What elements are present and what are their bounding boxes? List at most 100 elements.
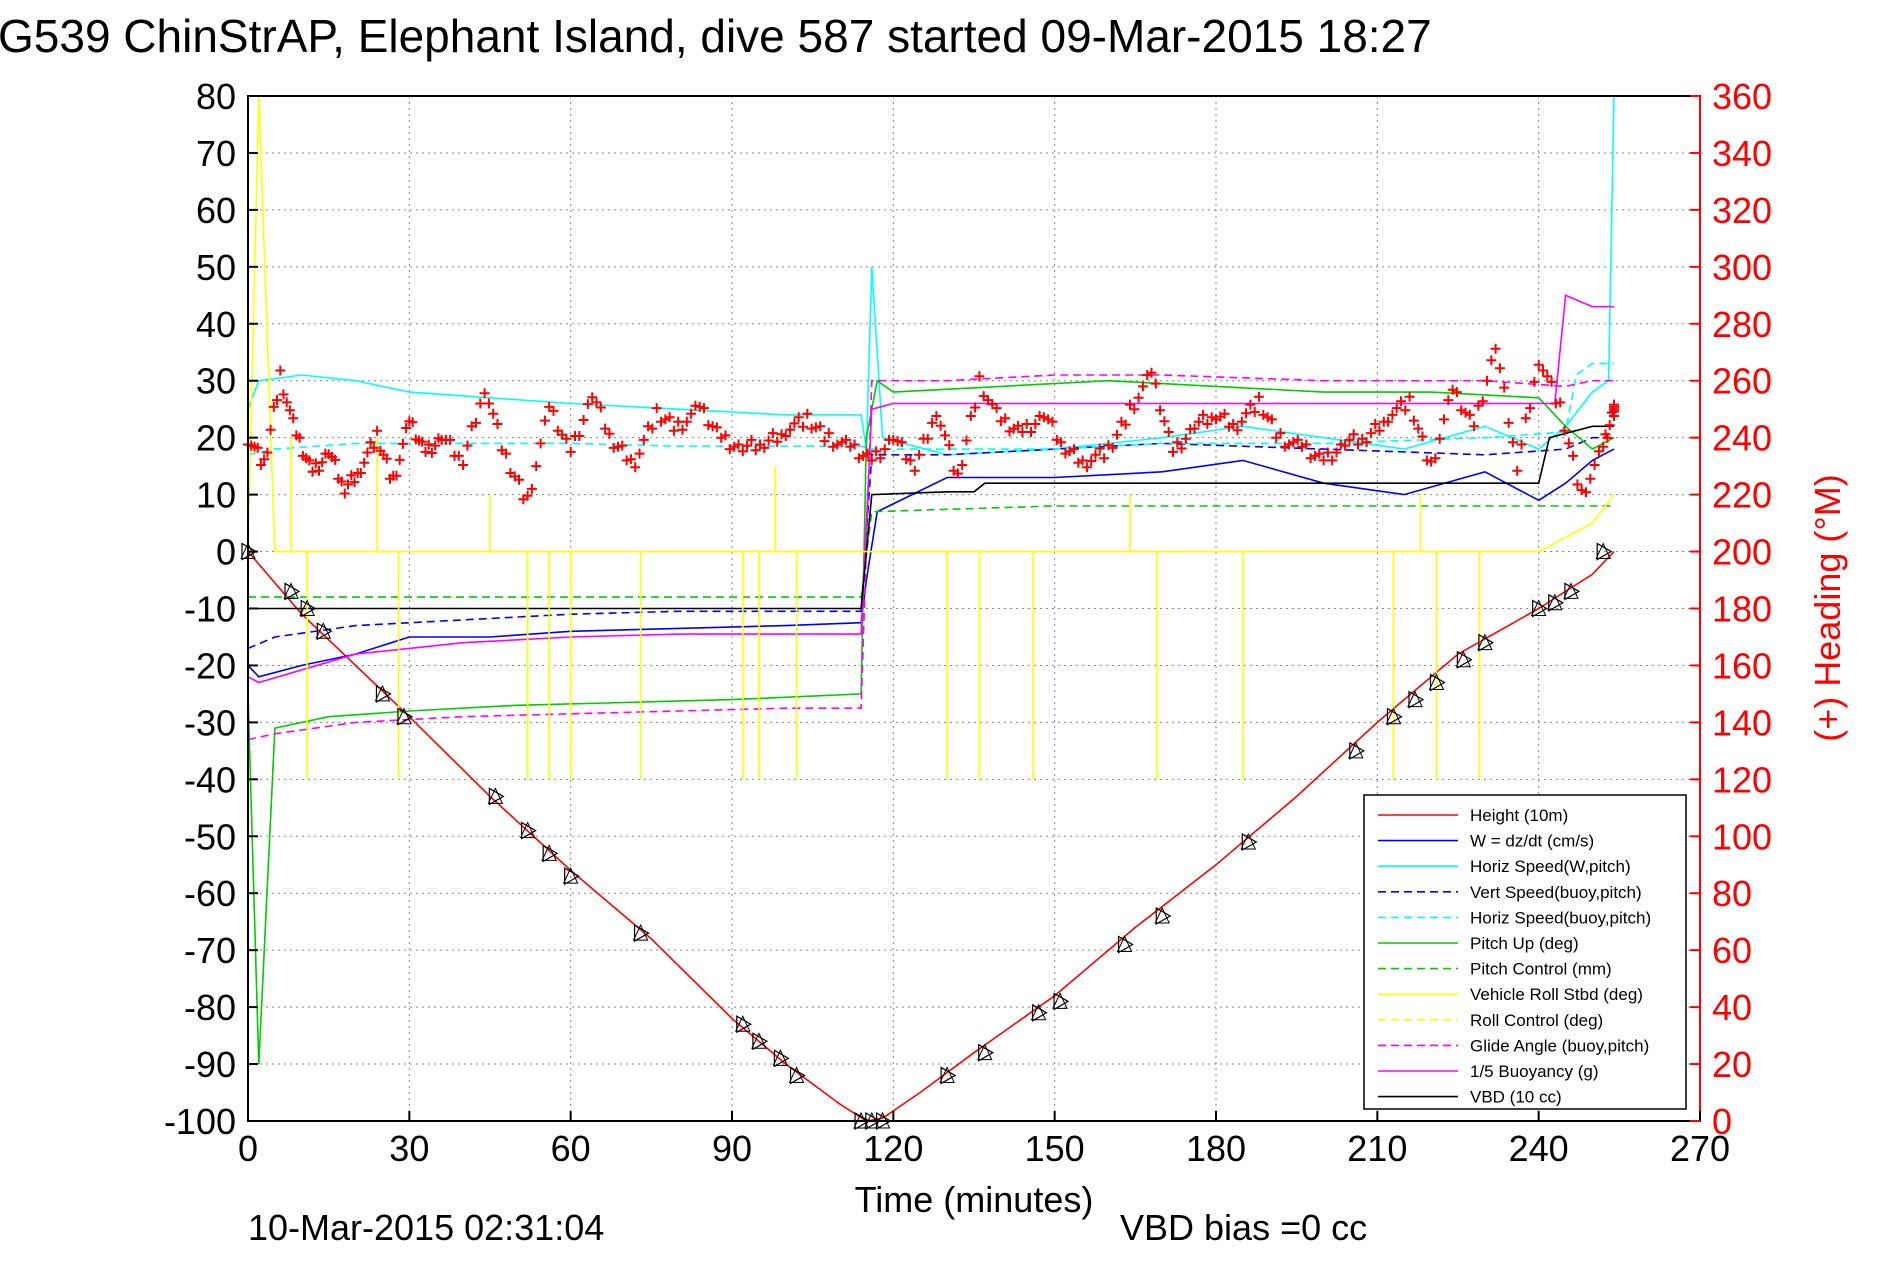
heading-point bbox=[1391, 403, 1402, 414]
heading-point bbox=[339, 488, 350, 499]
y-axis-right-ticks: 3603403203002802602402202001801601401201… bbox=[1690, 76, 1772, 1142]
heading-point bbox=[307, 466, 318, 477]
heading-point bbox=[651, 403, 662, 414]
heading-point bbox=[1030, 419, 1041, 429]
footer-timestamp: 10-Mar-2015 02:31:04 bbox=[248, 1207, 604, 1248]
triangle-marker bbox=[1548, 593, 1565, 612]
heading-point bbox=[591, 397, 602, 408]
heading-point bbox=[1026, 427, 1036, 437]
triangle-marker bbox=[978, 1043, 994, 1062]
y-left-tick-label: 0 bbox=[216, 532, 236, 573]
heading-point bbox=[1090, 449, 1101, 460]
heading-point bbox=[1107, 442, 1118, 453]
y-right-tick-label: 160 bbox=[1712, 645, 1772, 686]
heading-point bbox=[905, 455, 916, 466]
heading-point bbox=[346, 470, 357, 481]
triangle-marker-up bbox=[1385, 707, 1402, 725]
series-pitch_ctrl bbox=[248, 505, 1614, 598]
legend-entry: W = dz/dt (cm/s) bbox=[1470, 832, 1594, 851]
triangle-marker bbox=[1456, 650, 1473, 669]
heading-point bbox=[1563, 438, 1574, 449]
heading-point bbox=[1520, 413, 1531, 424]
heading-point bbox=[871, 446, 882, 457]
heading-point bbox=[252, 442, 263, 453]
triangle-marker-up bbox=[1455, 650, 1472, 668]
heading-point bbox=[699, 403, 709, 414]
legend-entry: 1/5 Buoyancy (g) bbox=[1470, 1062, 1599, 1081]
heading-point bbox=[278, 389, 289, 400]
y-right-tick-label: 220 bbox=[1712, 475, 1772, 516]
heading-point bbox=[462, 440, 473, 451]
heading-point bbox=[780, 431, 791, 441]
heading-point bbox=[288, 413, 299, 424]
heading-point bbox=[1099, 453, 1110, 464]
heading-point bbox=[548, 405, 559, 416]
legend-entry: Glide Angle (buoy,pitch) bbox=[1470, 1036, 1649, 1055]
heading-point bbox=[724, 444, 735, 455]
heading-point bbox=[1077, 455, 1088, 466]
heading-point bbox=[711, 422, 722, 433]
heading-point bbox=[1361, 437, 1372, 448]
heading-point bbox=[1370, 419, 1381, 429]
heading-point bbox=[391, 470, 402, 481]
heading-point bbox=[531, 461, 542, 472]
legend-entry: Vert Speed(buoy,pitch) bbox=[1470, 883, 1642, 902]
heading-point bbox=[343, 479, 353, 490]
heading-point bbox=[866, 455, 877, 466]
heading-point bbox=[1516, 439, 1527, 450]
heading-point bbox=[1529, 376, 1540, 387]
heading-point bbox=[1069, 444, 1079, 455]
triangle-marker-up bbox=[1563, 582, 1579, 599]
y-right-tick-label: 40 bbox=[1712, 987, 1752, 1028]
y-right-tick-label: 100 bbox=[1712, 816, 1772, 857]
triangle-marker-up bbox=[788, 1066, 805, 1083]
heading-point bbox=[862, 448, 873, 459]
x-tick-label: 0 bbox=[238, 1128, 258, 1169]
heading-point bbox=[634, 448, 645, 459]
heading-point bbox=[1585, 473, 1596, 484]
triangle-marker bbox=[940, 1066, 957, 1085]
heading-point bbox=[578, 415, 589, 425]
x-tick-label: 120 bbox=[863, 1128, 923, 1169]
heading-point bbox=[664, 412, 675, 423]
y-right-tick-label: 20 bbox=[1712, 1044, 1752, 1085]
heading-point bbox=[617, 440, 628, 451]
heading-point bbox=[475, 398, 486, 409]
triangle-marker-up bbox=[374, 684, 391, 702]
triangle-marker bbox=[1349, 741, 1366, 760]
heading-point bbox=[733, 439, 744, 450]
y-right-tick-label: 0 bbox=[1712, 1101, 1732, 1142]
heading-point bbox=[1159, 416, 1170, 427]
heading-point bbox=[1292, 434, 1303, 445]
y-left-tick-label: 10 bbox=[196, 475, 236, 516]
heading-point bbox=[372, 425, 383, 436]
triangle-marker bbox=[1429, 673, 1446, 692]
y-left-tick-label: -50 bbox=[184, 816, 236, 857]
heading-point bbox=[281, 397, 292, 408]
heading-point bbox=[1451, 387, 1462, 398]
heading-point bbox=[275, 365, 286, 376]
x-axis-label: Time (minutes) bbox=[855, 1179, 1094, 1220]
heading-point bbox=[1604, 420, 1615, 431]
heading-point bbox=[1482, 375, 1492, 386]
heading-point bbox=[284, 405, 295, 416]
heading-point bbox=[1112, 429, 1122, 440]
heading-point bbox=[970, 402, 981, 413]
heading-point bbox=[1017, 427, 1028, 437]
triangle-marker-up bbox=[519, 821, 536, 839]
heading-point bbox=[1193, 416, 1204, 427]
heading-point bbox=[501, 448, 512, 459]
heading-point bbox=[1374, 425, 1385, 436]
heading-point bbox=[1120, 419, 1131, 430]
heading-point bbox=[1228, 419, 1239, 429]
heading-point bbox=[1353, 439, 1363, 450]
heading-point bbox=[1241, 408, 1252, 419]
y-left-tick-label: -60 bbox=[184, 873, 236, 914]
legend-entry: Height (10m) bbox=[1470, 806, 1568, 825]
triangle-marker bbox=[375, 684, 392, 703]
legend-entry: Roll Control (deg) bbox=[1470, 1011, 1603, 1030]
heading-point bbox=[1365, 428, 1376, 439]
triangle-marker bbox=[1241, 832, 1258, 852]
heading-point bbox=[1387, 409, 1398, 420]
